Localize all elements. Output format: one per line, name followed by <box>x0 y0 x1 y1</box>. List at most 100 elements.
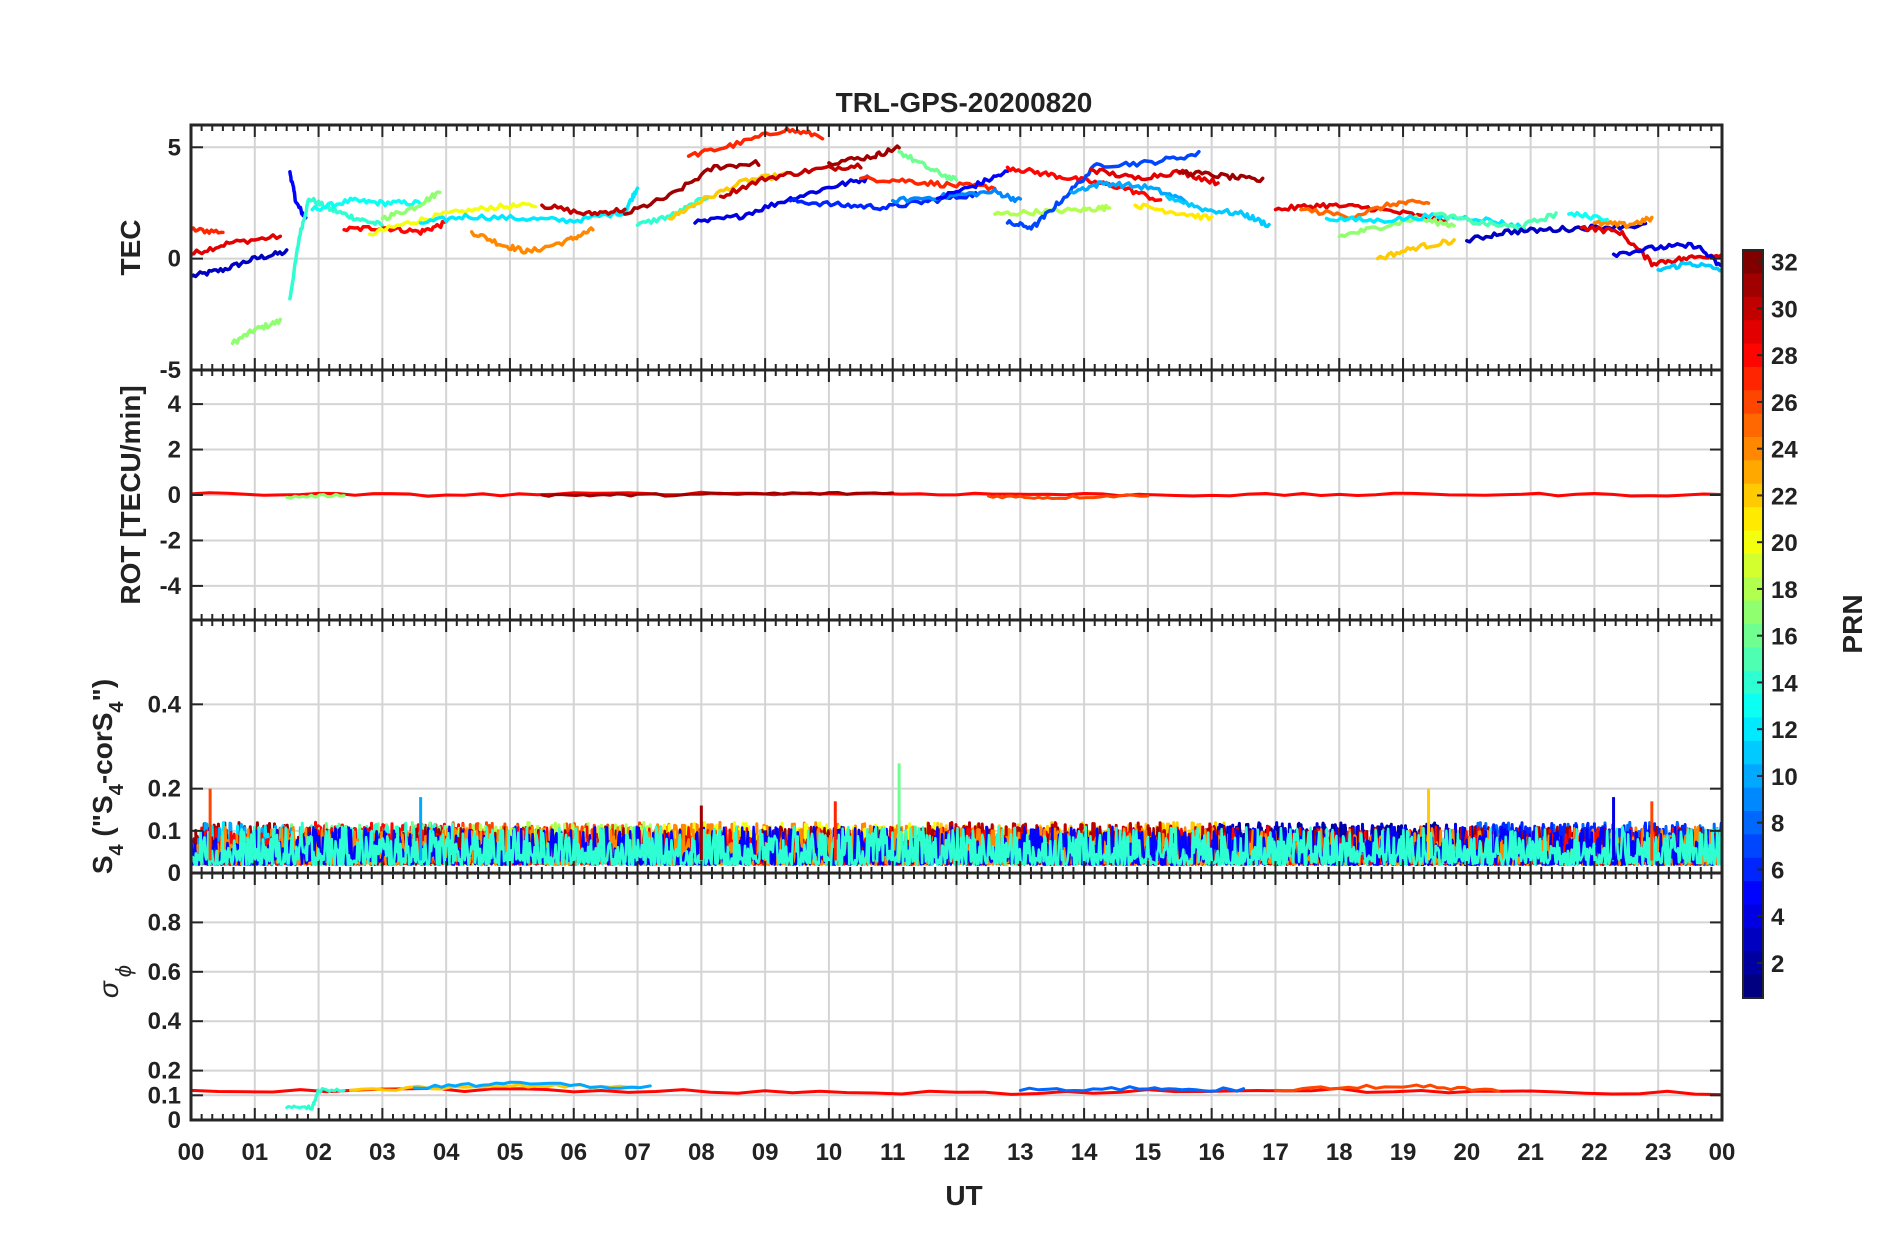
y-axis-label-sigma: σϕ <box>93 965 136 998</box>
y-tick-label: 4 <box>168 391 182 418</box>
colorbar-swatch <box>1743 951 1763 976</box>
y-axis-label-rot: ROT [TECU/min] <box>115 385 146 604</box>
y-tick-label: 0.4 <box>148 1008 182 1035</box>
colorbar-swatch <box>1743 881 1763 906</box>
tec-trace-prn-12 <box>418 186 640 225</box>
colorbar-swatch <box>1743 764 1763 789</box>
panel-sigma-frame <box>189 871 1724 1122</box>
tec-trace-prn-17 <box>1337 214 1456 239</box>
tec-trace-prn-27 <box>191 226 225 235</box>
tec-trace-prn-14 <box>288 196 385 301</box>
panel-rot-traces <box>191 490 1722 500</box>
x-tick-label: 17 <box>1262 1139 1289 1166</box>
tec-trace-prn-21 <box>1133 202 1214 222</box>
tec-trace-prn-5 <box>935 169 1010 201</box>
colorbar-tick-label: 24 <box>1771 437 1798 464</box>
colorbar-swatch <box>1743 390 1763 415</box>
colorbar-swatch <box>1743 250 1763 274</box>
colorbar-swatch <box>1743 507 1763 532</box>
y-tick-label: -5 <box>160 357 181 384</box>
tec-trace-prn-13 <box>310 196 423 212</box>
x-tick-label: 14 <box>1071 1139 1098 1166</box>
colorbar-swatch <box>1743 273 1763 298</box>
x-tick-label: 00 <box>178 1139 205 1166</box>
colorbar-swatch <box>1743 437 1763 461</box>
x-tick-label: 12 <box>943 1139 970 1166</box>
colorbar-swatch <box>1743 834 1763 859</box>
x-tick-label: 10 <box>816 1139 843 1166</box>
colorbar-swatch <box>1743 927 1763 952</box>
tec-trace-prn-29 <box>191 233 283 256</box>
tec-trace-prn-13 <box>1567 210 1609 223</box>
tec-trace-prn-22 <box>667 170 793 221</box>
x-tick-label: 02 <box>305 1139 332 1166</box>
rot-trace-prn-28 <box>191 490 1722 498</box>
x-tick-label: 00 <box>1709 1139 1736 1166</box>
rot-trace-prn-31 <box>540 491 895 498</box>
x-tick-label: 15 <box>1135 1139 1162 1166</box>
colorbar-tick-label: 4 <box>1771 904 1785 931</box>
tec-trace-prn-20 <box>367 201 538 237</box>
y-tick-label: 0.1 <box>148 1082 181 1109</box>
colorbar-swatch <box>1743 904 1763 929</box>
y-tick-label: 0 <box>168 482 181 509</box>
x-tick-label: 21 <box>1517 1139 1544 1166</box>
x-tick-label: 04 <box>433 1139 460 1166</box>
tec-trace-prn-18 <box>993 203 1112 217</box>
colorbar-swatch <box>1743 366 1763 391</box>
y-tick-label: 2 <box>168 437 181 464</box>
colorbar-swatch <box>1743 974 1763 999</box>
panel-s4-traces <box>191 763 1722 867</box>
colorbar-label: PRN <box>1837 594 1868 653</box>
y-tick-label: 0.4 <box>148 691 182 718</box>
colorbar-swatch <box>1743 483 1763 508</box>
tec-trace-prn-22 <box>1375 238 1456 261</box>
x-tick-label: 01 <box>241 1139 268 1166</box>
y-axis-label-tec: TEC <box>115 220 146 276</box>
y-tick-label: 0.2 <box>148 1058 181 1085</box>
tec-trace-prn-31 <box>1178 169 1265 184</box>
x-tick-label: 13 <box>1007 1139 1034 1166</box>
tec-trace-prn-27 <box>686 126 825 158</box>
x-tick-label: 16 <box>1198 1139 1225 1166</box>
y-axis-label-s4: S4 ("S4-corS4") <box>87 679 128 874</box>
colorbar-swatch <box>1743 600 1763 625</box>
y-axis-labels: TEC ROT [TECU/min] S4 ("S4-corS4") σϕ <box>87 220 146 999</box>
tec-trace-prn-17 <box>230 317 283 346</box>
tec-trace-prn-29 <box>1088 167 1220 187</box>
colorbar-tick-label: 16 <box>1771 624 1798 651</box>
y-tick-label: 0.1 <box>148 818 181 845</box>
tec-trace-prn-7 <box>1005 149 1201 231</box>
tec-trace-prn-24 <box>1592 215 1654 230</box>
colorbar-tick-label: 8 <box>1771 811 1784 838</box>
tec-trace-prn-3 <box>191 248 289 279</box>
colorbar-tick-label: 10 <box>1771 764 1798 791</box>
colorbar-tick-label: 22 <box>1771 483 1798 510</box>
tec-trace-prn-12 <box>1324 212 1526 231</box>
tec-trace-prn-11 <box>1656 261 1722 273</box>
tec-trace-prn-4 <box>693 174 869 225</box>
colorbar-swatch <box>1743 694 1763 719</box>
colorbar-swatch <box>1743 811 1763 835</box>
colorbar-tick-label: 2 <box>1771 951 1784 978</box>
tec-trace-prn-9 <box>890 187 1023 205</box>
tec-trace-prn-5 <box>288 170 308 221</box>
colorbar-tick-label: 6 <box>1771 857 1784 884</box>
tec-trace-prn-30 <box>540 203 627 217</box>
colorbar-tick-label: 26 <box>1771 390 1798 417</box>
x-tick-label: 05 <box>497 1139 524 1166</box>
tec-trace-prn-30 <box>718 162 863 200</box>
tec-trace-prn-28 <box>342 219 448 236</box>
colorbar-swatch <box>1743 343 1763 368</box>
x-tick-label: 23 <box>1645 1139 1672 1166</box>
colorbar-tick-label: 32 <box>1771 250 1798 277</box>
s4-dense-trace-prn-14 <box>191 825 1722 866</box>
colorbar: 32 30 28 26 24 22 20 18 16 14 12 10 8 6 4 2 <box>1742 249 1798 999</box>
chart-title: TRL-GPS-20200820 <box>836 87 1093 118</box>
colorbar-tick-label: 20 <box>1771 530 1798 557</box>
tec-trace-prn-25 <box>1299 198 1431 221</box>
colorbar-tick-label: 14 <box>1771 670 1798 697</box>
x-tick-label: 19 <box>1390 1139 1417 1166</box>
x-tick-label: 03 <box>369 1139 396 1166</box>
